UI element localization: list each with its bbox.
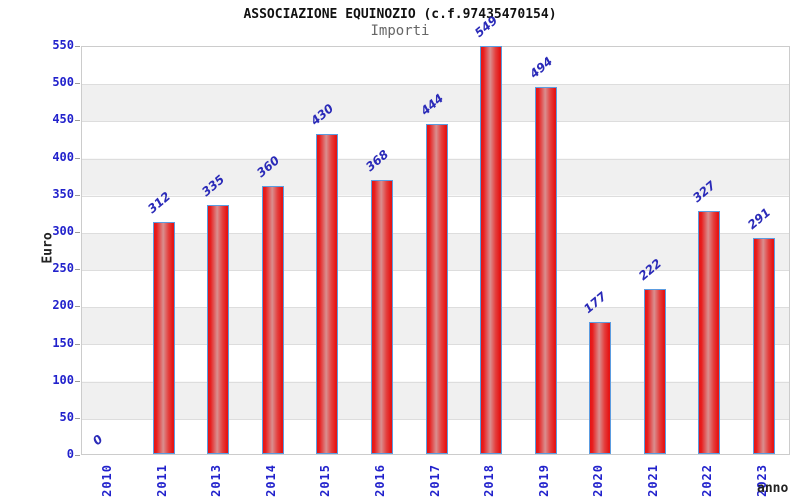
y-tick-mark bbox=[75, 120, 80, 122]
bar-2020 bbox=[589, 322, 612, 454]
y-tick-label: 250 bbox=[52, 261, 74, 276]
bar-value-label: 444 bbox=[417, 90, 446, 118]
bar-value-label: 430 bbox=[308, 101, 337, 129]
bar-2019 bbox=[534, 86, 557, 454]
bar-2018 bbox=[480, 45, 502, 454]
y-tick-label: 150 bbox=[52, 335, 74, 350]
x-tick-label: 2021 bbox=[645, 464, 660, 497]
y-tick-mark bbox=[75, 231, 80, 233]
bar-2016 bbox=[371, 180, 393, 454]
x-tick-label: 2014 bbox=[263, 464, 278, 497]
x-axis-title: anno bbox=[757, 481, 789, 496]
bar-value-label: 177 bbox=[581, 289, 610, 317]
x-tick-label: 2017 bbox=[427, 464, 442, 497]
plot-area: 0 312 335 360 430 368 444 549 494 177 222 327 291 bbox=[81, 13, 790, 455]
bar-value-label: 368 bbox=[363, 147, 392, 175]
x-tick-label: 2020 bbox=[591, 464, 606, 497]
bar-value-label: 312 bbox=[144, 189, 173, 216]
bar-value-label: 291 bbox=[744, 204, 773, 232]
y-tick-mark bbox=[75, 455, 80, 456]
y-tick-label: 550 bbox=[52, 38, 74, 52]
bar-2013 bbox=[207, 204, 230, 454]
x-tick-label: 2013 bbox=[209, 464, 224, 497]
x-tick-label: 2018 bbox=[482, 464, 496, 497]
y-tick-mark bbox=[75, 417, 80, 419]
y-tick-label: 300 bbox=[52, 223, 74, 238]
bar-2014 bbox=[261, 186, 284, 454]
x-tick-label: 2019 bbox=[536, 464, 551, 497]
x-tick-label: 2015 bbox=[318, 464, 333, 497]
bar-value-label: 327 bbox=[690, 177, 719, 205]
bar-2017 bbox=[425, 123, 448, 454]
y-tick-mark bbox=[75, 380, 80, 382]
x-tick-label: 2016 bbox=[373, 464, 387, 497]
x-tick-label: 2011 bbox=[154, 464, 169, 497]
bar-value-label: 494 bbox=[526, 53, 555, 81]
y-tick-label: 200 bbox=[52, 298, 74, 313]
y-tick-label: 500 bbox=[52, 75, 74, 90]
bar-2011 bbox=[152, 222, 175, 454]
y-tick-mark bbox=[75, 306, 80, 308]
bar-value-label: 0 bbox=[90, 431, 106, 448]
x-tick-label: 2010 bbox=[100, 464, 115, 497]
y-tick-mark bbox=[75, 194, 80, 196]
y-tick-label: 0 bbox=[66, 447, 74, 461]
y-tick-mark bbox=[75, 46, 80, 47]
y-tick-label: 400 bbox=[52, 149, 74, 164]
y-tick-label: 50 bbox=[59, 409, 74, 424]
x-tick-label: 2022 bbox=[700, 464, 715, 497]
bar-2023 bbox=[752, 237, 775, 454]
gridline bbox=[82, 84, 789, 86]
y-tick-mark bbox=[75, 157, 80, 159]
y-tick-label: 450 bbox=[52, 112, 74, 127]
y-tick-mark bbox=[75, 269, 80, 271]
bar-2015 bbox=[316, 134, 339, 454]
bar-2021 bbox=[643, 288, 666, 454]
chart-title: ASSOCIAZIONE EQUINOZIO (c.f.97435470154) bbox=[243, 7, 557, 22]
bar-value-label: 360 bbox=[253, 153, 283, 181]
chart-subtitle: Importi bbox=[370, 23, 430, 39]
bar-value-label: 222 bbox=[635, 256, 664, 283]
y-tick-mark bbox=[75, 343, 80, 345]
y-tick-label: 350 bbox=[52, 186, 74, 201]
y-tick-label: 100 bbox=[52, 372, 74, 387]
gridline bbox=[82, 121, 789, 123]
y-tick-mark bbox=[75, 83, 80, 85]
bar-2022 bbox=[698, 210, 721, 454]
